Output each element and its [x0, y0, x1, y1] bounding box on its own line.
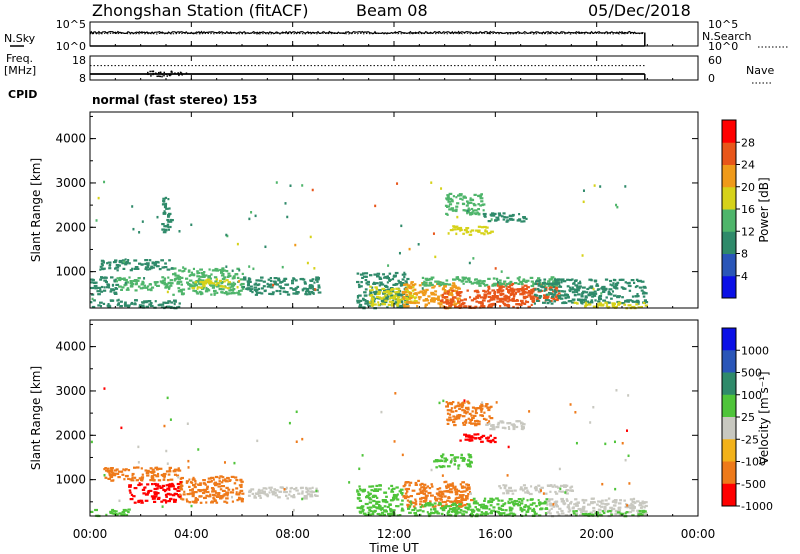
colorbar-swatch [722, 483, 736, 507]
power-colorbar: 4 8 12 16 20 24 28 [721, 119, 755, 299]
velocity-cbar-label: Velocity [m s⁻¹] [757, 371, 771, 464]
x-tick-label: 12:00 [377, 527, 412, 541]
freq-tick-bottom: 8 [79, 72, 86, 85]
y-tick-label: 1000 [55, 473, 86, 487]
velocity-panel: 1000 2000 3000 4000 Slant Range [km] 1000 50… [29, 319, 773, 518]
nsky-tick-bottom: 10^0 [56, 40, 86, 53]
colorbar-swatch [722, 164, 736, 188]
colorbar-swatch [722, 417, 736, 440]
colorbar-swatch [722, 439, 736, 462]
y-tick-label: 2000 [55, 428, 86, 442]
nsearch-trace [89, 32, 644, 35]
nave-label: Nave [746, 64, 774, 77]
y-tick-label: 1000 [55, 265, 86, 279]
colorbar-swatch [722, 275, 736, 299]
y-tick-label: 3000 [55, 176, 86, 190]
colorbar-swatch [722, 142, 736, 165]
colorbar-swatch [722, 253, 736, 277]
colorbar-swatch [722, 461, 736, 485]
colorbar-swatch [722, 372, 736, 396]
velocity-heatmap [90, 387, 648, 518]
header: Zhongshan Station (fitACF) Beam 08 05/De… [92, 1, 691, 20]
power-heatmap [90, 180, 649, 310]
freq-label: Freq. [6, 52, 33, 65]
y-tick-label: 2000 [55, 220, 86, 234]
velocity-colorbar: 1000 500 100 25 -25 -100 -500 -1000 [721, 327, 773, 513]
nsky-panel: N.Sky N.Search 10^5 10^0 10^5 10^0 [4, 18, 788, 53]
x-axis-labels: 00:00 04:00 08:00 12:00 16:00 20:00 00:00 [73, 527, 716, 541]
cpid-label: CPID [8, 88, 37, 101]
power-panel: 1000 2000 3000 4000 Slant Range [km] 4 8 12 16… [29, 111, 771, 310]
colorbar-tick: -25 [741, 433, 759, 446]
power-cbar-label: Power [dB] [757, 177, 771, 242]
colorbar-swatch [722, 394, 736, 418]
x-tick-label: 20:00 [579, 527, 614, 541]
freq-unit-label: [MHz] [4, 64, 36, 77]
x-tick-label: 16:00 [478, 527, 513, 541]
x-tick-label: 04:00 [174, 527, 209, 541]
colorbar-tick: 1000 [741, 344, 769, 357]
freq-tick-top: 18 [72, 54, 86, 67]
nsky-label: N.Sky [4, 32, 36, 45]
colorbar-tick: 100 [741, 389, 762, 402]
colorbar-tick: 500 [741, 367, 762, 380]
x-tick-label: 00:00 [73, 527, 108, 541]
x-axis-title: Time UT [368, 541, 419, 554]
power-ylabel: Slant Range [km] [29, 158, 43, 262]
nsky-trace [89, 30, 644, 35]
x-tick-label: 00:00 [681, 527, 716, 541]
nsky-tick-top: 10^5 [56, 18, 86, 31]
y-tick-label: 4000 [55, 340, 86, 354]
colorbar-swatch [722, 350, 736, 373]
colorbar-tick: 25 [741, 411, 755, 424]
colorbar-swatch [722, 328, 736, 351]
velocity-ylabel: Slant Range [km] [29, 366, 43, 470]
colorbar-tick: -100 [741, 456, 766, 469]
colorbar-tick: 4 [741, 270, 748, 283]
freq-panel: Freq. [MHz] Nave 18 8 60 0 [4, 52, 774, 85]
date-label: 05/Dec/2018 [588, 1, 691, 20]
colorbar-swatch [722, 209, 736, 232]
y-tick-label: 3000 [55, 384, 86, 398]
nave-tick-top: 60 [708, 54, 722, 67]
cpid-mode: normal (fast stereo) 153 [92, 93, 258, 107]
colorbar-tick: 12 [741, 225, 755, 238]
colorbar-tick: 8 [741, 248, 748, 261]
colorbar-swatch [722, 231, 736, 254]
nsearch-tick-top: 10^5 [708, 18, 738, 31]
x-tick-label: 08:00 [275, 527, 310, 541]
colorbar-tick: -1000 [741, 500, 773, 513]
colorbar-tick: -500 [741, 478, 766, 491]
station-title: Zhongshan Station (fitACF) [92, 1, 309, 20]
colorbar-tick: 16 [741, 203, 755, 216]
y-tick-label: 4000 [55, 132, 86, 146]
colorbar-swatch [722, 120, 736, 143]
colorbar-tick: 28 [741, 136, 755, 149]
nave-tick-bottom: 0 [708, 72, 715, 85]
colorbar-swatch [722, 186, 736, 210]
colorbar-tick: 20 [741, 181, 755, 194]
nsearch-label: N.Search [702, 30, 752, 43]
colorbar-tick: 24 [741, 159, 755, 172]
beam-label: Beam 08 [356, 1, 428, 20]
nsearch-tick-bottom: 10^0 [708, 40, 738, 53]
